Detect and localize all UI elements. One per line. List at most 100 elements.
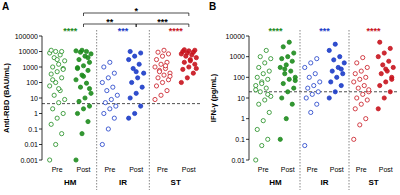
data-point — [338, 55, 342, 59]
data-point — [384, 80, 388, 84]
data-point — [133, 111, 137, 115]
y-tick — [246, 36, 249, 37]
data-point — [313, 72, 317, 76]
data-point — [339, 67, 343, 71]
group-label: IR — [119, 178, 127, 187]
data-point — [283, 72, 287, 76]
data-point — [60, 49, 64, 53]
data-point — [367, 88, 371, 92]
data-point — [193, 62, 197, 66]
y-tick-label: 100000 — [15, 33, 38, 40]
data-point — [318, 80, 322, 84]
data-point — [290, 102, 294, 106]
data-point — [100, 142, 104, 146]
data-point — [185, 76, 189, 80]
data-point — [261, 119, 265, 123]
y-tick-label: 0.01 — [231, 157, 245, 164]
group-label: HM — [269, 178, 282, 187]
data-point — [287, 77, 291, 81]
data-point — [87, 87, 91, 91]
data-point — [352, 80, 356, 84]
y-tick — [39, 51, 42, 52]
data-point — [182, 60, 186, 64]
data-point — [191, 71, 195, 75]
data-point — [266, 92, 270, 96]
data-point — [278, 137, 282, 141]
data-point — [81, 107, 85, 111]
group-label: IR — [321, 178, 329, 187]
data-point — [266, 137, 270, 141]
significance: **** — [169, 26, 184, 36]
x-tick-label: Post — [129, 166, 143, 173]
data-point — [303, 143, 307, 147]
data-point — [166, 52, 170, 56]
x-tick-label: Post — [281, 166, 295, 173]
y-tick — [39, 82, 42, 83]
x-tick-label: Pre — [104, 166, 115, 173]
data-point — [61, 66, 65, 70]
data-point — [55, 116, 59, 120]
data-point — [358, 123, 362, 127]
data-point — [81, 64, 85, 68]
data-point — [109, 97, 113, 101]
data-point — [309, 61, 313, 65]
data-point — [187, 49, 191, 53]
data-point — [365, 98, 369, 102]
data-point — [306, 86, 310, 90]
data-point — [254, 88, 258, 92]
data-point — [315, 102, 319, 106]
data-point — [332, 58, 336, 62]
data-point — [127, 58, 131, 62]
data-point — [181, 67, 185, 71]
data-point — [49, 48, 53, 52]
y-tick-label: 0.1 — [235, 136, 245, 143]
x-tick-label: Pre — [307, 166, 318, 173]
data-point — [293, 78, 297, 82]
data-point — [355, 96, 359, 100]
data-point — [48, 84, 52, 88]
data-point — [254, 158, 258, 162]
data-point — [342, 61, 346, 65]
data-point — [376, 55, 380, 59]
data-point — [51, 107, 55, 111]
data-point — [266, 77, 270, 81]
data-point — [61, 111, 65, 115]
data-point — [111, 85, 115, 89]
data-point — [86, 68, 90, 72]
data-point — [356, 86, 360, 90]
x-tick-label: Post — [182, 166, 196, 173]
y-tick — [246, 118, 249, 119]
data-point — [289, 69, 293, 73]
data-point — [60, 76, 64, 80]
x-tick-label: Pre — [157, 166, 168, 173]
data-point — [162, 48, 166, 52]
cutoff-line — [42, 103, 202, 104]
data-point — [309, 110, 313, 114]
data-point — [284, 63, 288, 67]
data-point — [156, 76, 160, 80]
data-point — [106, 76, 110, 80]
data-point — [89, 91, 93, 95]
data-point — [87, 60, 91, 64]
data-point — [74, 78, 78, 82]
data-point — [49, 122, 53, 126]
data-point — [278, 65, 282, 69]
data-point — [307, 75, 311, 79]
data-point — [162, 73, 166, 77]
group-separator — [300, 30, 301, 190]
data-point — [353, 72, 357, 76]
data-point — [86, 120, 90, 124]
data-point — [255, 127, 259, 131]
data-point — [280, 96, 284, 100]
data-point — [281, 81, 285, 85]
significance: *** — [118, 26, 129, 36]
data-point — [112, 71, 116, 75]
data-point — [133, 54, 137, 58]
comparison-label: ** — [106, 17, 114, 27]
x-tick-label: Pre — [356, 166, 367, 173]
group-separator — [349, 30, 350, 190]
data-point — [139, 51, 143, 55]
data-point — [361, 56, 365, 60]
data-point — [194, 66, 198, 70]
data-point — [106, 127, 110, 131]
